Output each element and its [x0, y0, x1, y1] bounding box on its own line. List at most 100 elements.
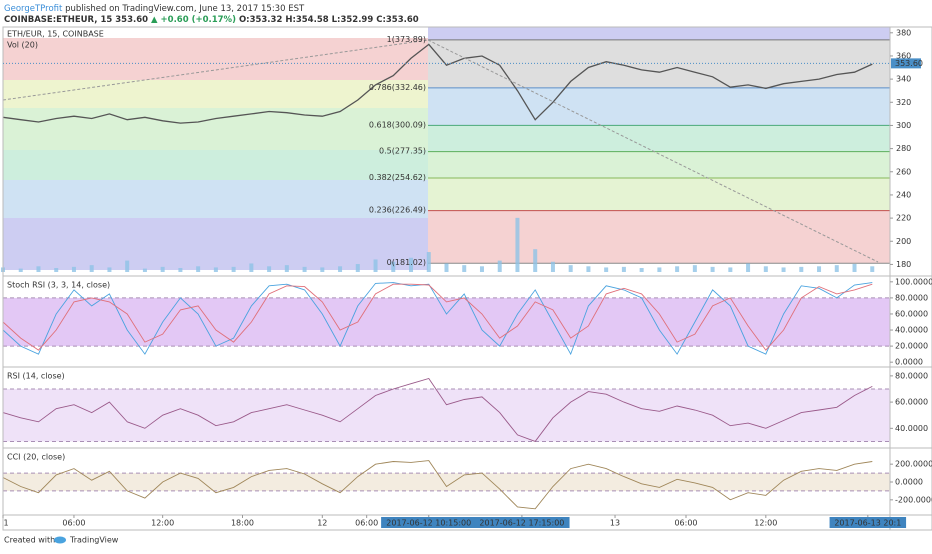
volume-bar	[870, 266, 875, 272]
volume-bar	[781, 267, 786, 272]
volume-bar	[746, 263, 751, 272]
y-tick-label: 200.0000	[895, 460, 932, 469]
volume-bar	[267, 266, 272, 272]
y-tick-label: 360	[896, 51, 911, 60]
y-tick-label: 180	[896, 260, 911, 269]
volume-bar	[639, 268, 644, 272]
y-tick-label: 40.0000	[895, 326, 928, 335]
x-tick-label: 06:00	[62, 519, 85, 528]
volume-bar	[710, 266, 715, 272]
volume-bar	[178, 268, 183, 272]
author: GeorgeTProfit	[4, 4, 63, 14]
volume-bar	[71, 266, 76, 272]
volume-bar	[89, 265, 94, 272]
volume-bar	[284, 265, 289, 272]
pane-title: ETH/EUR, 15, COINBASE	[7, 30, 104, 39]
y-tick-label: 60.0000	[895, 309, 928, 318]
y-tick-label: -200.0000	[895, 495, 932, 504]
x-tick-label: 06:00	[674, 519, 697, 528]
band	[3, 108, 428, 150]
header-quote: COINBASE:ETHEUR, 15 353.60 ▲ +0.60 (+0.1…	[4, 15, 419, 25]
volume-bar	[852, 264, 857, 272]
band	[3, 38, 428, 80]
band	[3, 388, 890, 442]
volume-bar	[444, 263, 449, 272]
volume-bar	[36, 266, 41, 272]
volume-bar	[479, 266, 484, 272]
volume-bar	[497, 260, 502, 272]
fib-label: 0.5(277.35)	[379, 147, 426, 156]
x-tick-label: 12:00	[151, 519, 174, 528]
y-tick-label: 0.0000	[895, 358, 923, 367]
fib-label: 1(373.89)	[387, 35, 426, 44]
volume-bar	[817, 266, 822, 272]
band	[3, 218, 428, 270]
y-tick-label: 100.0000	[895, 277, 932, 286]
x-tick-highlight	[474, 517, 570, 528]
x-tick-label: 2017-06-12 10:15:00	[386, 519, 471, 528]
indicator-line	[2, 282, 873, 356]
indicator-title: CCI (20, close)	[7, 453, 65, 462]
volume-bar	[692, 265, 697, 272]
fib-label: 0.382(254.62)	[369, 173, 426, 182]
volume-bar	[142, 268, 147, 272]
y-tick-label: 340	[896, 75, 911, 84]
volume-bar	[728, 267, 733, 272]
change: ▲ +0.60 (+0.17%)	[151, 15, 236, 25]
band	[3, 297, 890, 347]
volume-bar	[391, 261, 396, 272]
y-tick-label: 380	[896, 28, 911, 37]
volume-bar	[302, 266, 307, 272]
volume-bar	[550, 261, 555, 272]
trend-line	[2, 39, 429, 101]
volume-bar	[462, 265, 467, 272]
frame	[2, 26, 932, 531]
volume-bar	[196, 266, 201, 272]
x-tick-label: 2017-06-12 17:15:00	[479, 519, 564, 528]
high: H:354.58	[285, 15, 328, 25]
volume-title: Vol (20)	[7, 41, 38, 50]
y-tick-label: 300	[896, 121, 911, 130]
x-tick-label: 12	[317, 519, 327, 528]
last-price-label: 353.60	[895, 59, 923, 68]
fib-label: 0.618(300.09)	[369, 120, 426, 129]
y-tick-label: 0.0000	[895, 478, 923, 487]
published: published on TradingView.com, June 13, 2…	[65, 4, 305, 14]
band	[428, 27, 890, 40]
volume-bar	[675, 266, 680, 272]
indicator-line	[2, 377, 873, 442]
symbol: COINBASE:ETHEUR, 15	[4, 15, 112, 25]
volume-bar	[621, 266, 626, 272]
band	[3, 180, 428, 218]
footer-created: Created with	[4, 536, 55, 545]
band	[3, 150, 428, 180]
band	[3, 80, 428, 108]
x-tick-highlight	[381, 517, 477, 528]
volume-bar	[426, 252, 431, 272]
volume-bar	[373, 259, 378, 272]
y-tick-label: 40.0000	[895, 424, 928, 433]
volume-bar	[231, 266, 236, 272]
volume-bar	[213, 267, 218, 272]
indicator-title: RSI (14, close)	[7, 372, 65, 381]
volume-bar	[107, 267, 112, 272]
volume-bar	[763, 266, 768, 272]
band	[3, 473, 890, 491]
y-tick-label: 220	[896, 214, 911, 223]
fib-label: 0.236(226.49)	[369, 206, 426, 215]
x-tick-label: 2017-06-13 20:1	[834, 519, 901, 528]
header-author: GeorgeTProfit published on TradingView.c…	[4, 4, 305, 14]
indicator-line	[2, 460, 873, 510]
volume-bar	[125, 260, 130, 272]
x-tick-highlight	[829, 517, 907, 528]
y-tick-label: 320	[896, 98, 911, 107]
left-fib-bands	[3, 27, 890, 270]
x-tick-label: 13	[610, 519, 620, 528]
volume-bar	[338, 266, 343, 272]
volume-bar	[515, 217, 520, 272]
fib-zone	[428, 87, 890, 126]
y-tick-label: 60.0000	[895, 398, 928, 407]
volume-bar	[799, 266, 804, 272]
fib-label: 0(181.02)	[387, 258, 426, 267]
